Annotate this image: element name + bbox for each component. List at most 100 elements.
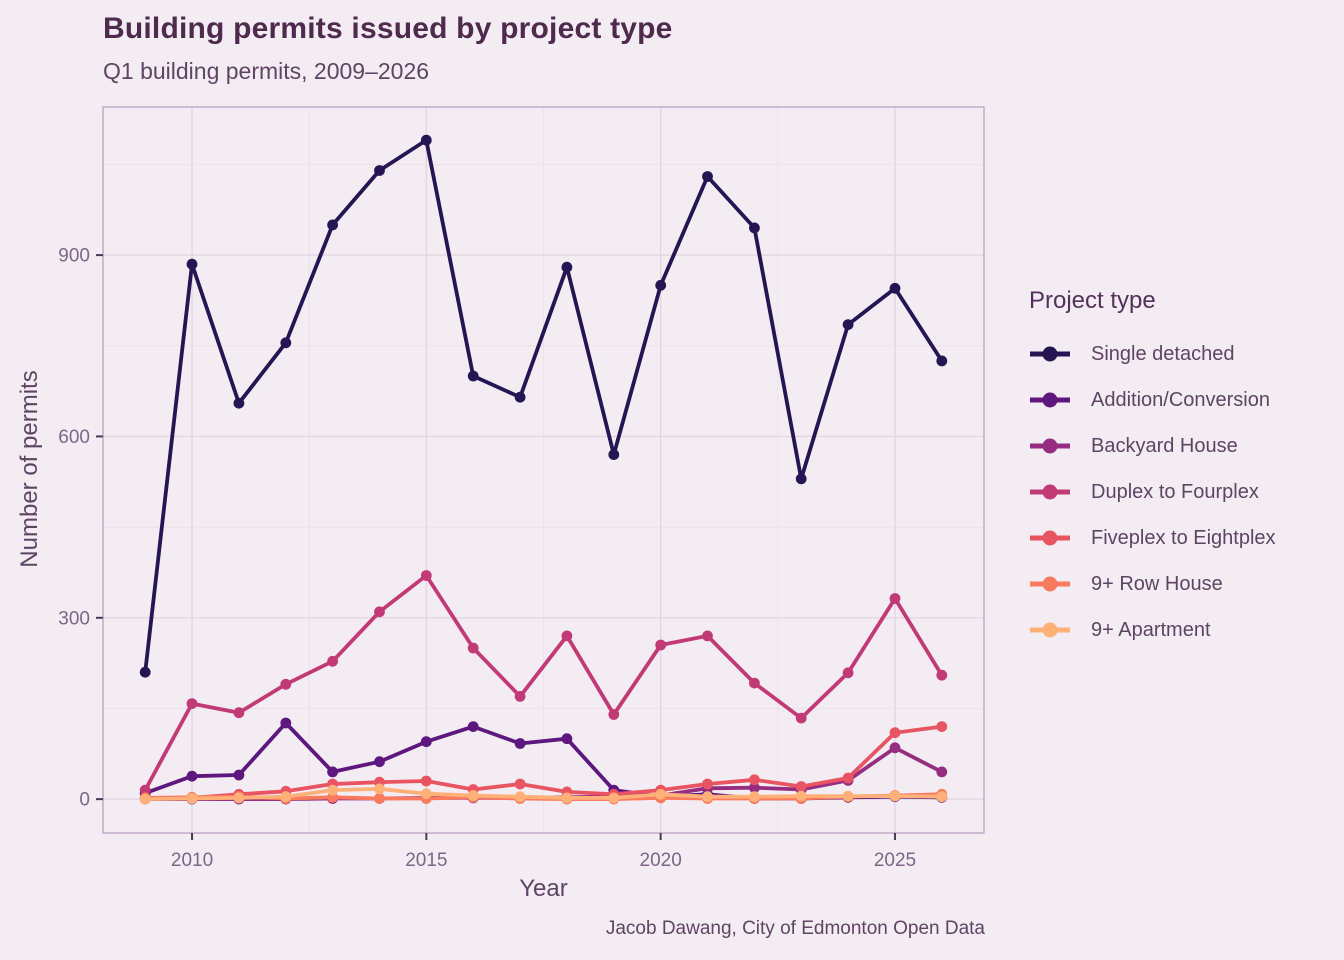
data-point-single-detached <box>186 258 198 270</box>
data-point-duplex-to-fourplex <box>374 606 385 618</box>
data-point-9-apartment <box>374 783 385 795</box>
data-point-9-apartment <box>420 788 432 800</box>
data-point-duplex-to-fourplex <box>936 669 948 681</box>
data-point-duplex-to-fourplex <box>514 691 526 702</box>
data-point-duplex-to-fourplex <box>420 570 432 581</box>
data-point-9-apartment <box>280 791 292 803</box>
legend-item-label: Addition/Conversion <box>1091 388 1270 411</box>
legend-key-point <box>1042 484 1058 500</box>
data-point-single-detached <box>936 355 948 367</box>
data-point-single-detached <box>561 261 573 273</box>
data-point-fiveplex-to-eightplex <box>936 721 948 732</box>
chart-title: Building permits issued by project type <box>103 12 673 45</box>
data-point-9-apartment <box>749 791 760 803</box>
data-point-fiveplex-to-eightplex <box>514 778 526 790</box>
data-point-duplex-to-fourplex <box>702 630 713 642</box>
data-point-single-detached <box>608 449 620 460</box>
legend-item-backyard-house: Backyard House <box>1029 431 1276 461</box>
legend-item-9-row-house: 9+ Row House <box>1029 569 1276 599</box>
legend-key-icon <box>1030 392 1070 408</box>
legend-item-fiveplex-to-eightplex: Fiveplex to Eightplex <box>1029 523 1276 553</box>
legend-item-duplex-to-fourplex: Duplex to Fourplex <box>1029 477 1276 507</box>
data-point-fiveplex-to-eightplex <box>420 775 432 787</box>
legend-key-point <box>1042 392 1058 408</box>
legend-title: Project type <box>1029 287 1156 314</box>
x-tick-label: 2020 <box>640 850 682 871</box>
x-tick-label: 2025 <box>874 850 916 871</box>
data-point-addition-conversion <box>420 736 432 748</box>
legend-key-point <box>1042 530 1058 546</box>
data-point-addition-conversion <box>327 766 338 778</box>
series-line-fiveplex-to-eightplex <box>143 724 944 801</box>
y-tick-label: 0 <box>79 790 90 811</box>
data-point-duplex-to-fourplex <box>186 698 198 709</box>
data-point-9-apartment <box>936 791 948 803</box>
chart-caption: Jacob Dawang, City of Edmonton Open Data <box>605 918 985 939</box>
data-point-duplex-to-fourplex <box>842 667 854 679</box>
x-tick-label: 2010 <box>171 850 213 871</box>
y-tick-label: 300 <box>58 608 90 629</box>
data-point-9-apartment <box>139 793 151 805</box>
data-point-single-detached <box>795 473 807 485</box>
data-point-single-detached <box>467 370 479 382</box>
data-point-9-apartment <box>186 793 198 804</box>
data-point-single-detached <box>280 337 292 349</box>
legend-key-icon <box>1030 576 1070 592</box>
data-point-duplex-to-fourplex <box>139 784 151 796</box>
data-point-addition-conversion <box>561 733 573 745</box>
data-point-single-detached <box>327 219 338 231</box>
data-point-single-detached <box>889 282 901 294</box>
data-point-fiveplex-to-eightplex <box>702 778 713 790</box>
data-point-fiveplex-to-eightplex <box>842 772 854 784</box>
data-point-fiveplex-to-eightplex <box>795 781 807 792</box>
panel-border <box>102 106 985 834</box>
data-point-backyard-house <box>889 742 901 754</box>
y-tick-label: 900 <box>58 246 90 267</box>
data-point-duplex-to-fourplex <box>608 709 620 720</box>
data-point-9-apartment <box>514 791 526 803</box>
y-tick-label: 600 <box>58 427 90 448</box>
series-line-duplex-to-fourplex <box>143 573 944 792</box>
data-point-addition-conversion <box>186 770 198 782</box>
data-point-addition-conversion <box>467 721 479 732</box>
data-point-backyard-house <box>936 766 948 778</box>
data-point-duplex-to-fourplex <box>327 655 338 667</box>
data-point-9-apartment <box>608 792 620 804</box>
legend-item-single-detached: Single detached <box>1029 339 1276 369</box>
legend-key-point <box>1042 438 1058 454</box>
data-point-duplex-to-fourplex <box>749 677 760 689</box>
legend-key-icon <box>1030 530 1070 546</box>
legend-item-label: 9+ Apartment <box>1091 618 1211 641</box>
data-point-addition-conversion <box>233 769 245 781</box>
data-point-addition-conversion <box>374 756 385 768</box>
data-point-9-apartment <box>842 790 854 802</box>
legend-key-point <box>1042 622 1058 638</box>
data-point-9-apartment <box>561 792 573 804</box>
data-point-addition-conversion <box>514 738 526 749</box>
data-point-backyard-house <box>749 782 760 794</box>
x-axis-title: Year <box>519 875 568 902</box>
data-point-duplex-to-fourplex <box>467 642 479 654</box>
legend-item-9-apartment: 9+ Apartment <box>1029 615 1276 645</box>
data-point-9-apartment <box>702 791 713 803</box>
x-tick-label: 2015 <box>405 850 447 871</box>
data-point-single-detached <box>655 279 667 291</box>
series-line-single-detached <box>143 138 944 675</box>
data-point-9-apartment <box>327 784 338 796</box>
data-point-single-detached <box>749 222 760 234</box>
legend-key-point <box>1042 346 1058 362</box>
data-point-single-detached <box>420 134 432 146</box>
data-point-fiveplex-to-eightplex <box>889 727 901 739</box>
legend-item-label: Fiveplex to Eightplex <box>1091 526 1276 549</box>
legend-item-addition-conversion: Addition/Conversion <box>1029 385 1276 415</box>
legend-item-label: 9+ Row House <box>1091 572 1223 595</box>
legend-item-label: Duplex to Fourplex <box>1091 480 1259 503</box>
legend-key-icon <box>1030 346 1070 362</box>
data-point-fiveplex-to-eightplex <box>749 774 760 786</box>
legend-item-label: Backyard House <box>1091 434 1238 457</box>
data-point-duplex-to-fourplex <box>561 630 573 642</box>
data-point-9-apartment <box>655 788 667 800</box>
data-point-9-apartment <box>795 790 807 802</box>
legend-key-icon <box>1030 484 1070 500</box>
